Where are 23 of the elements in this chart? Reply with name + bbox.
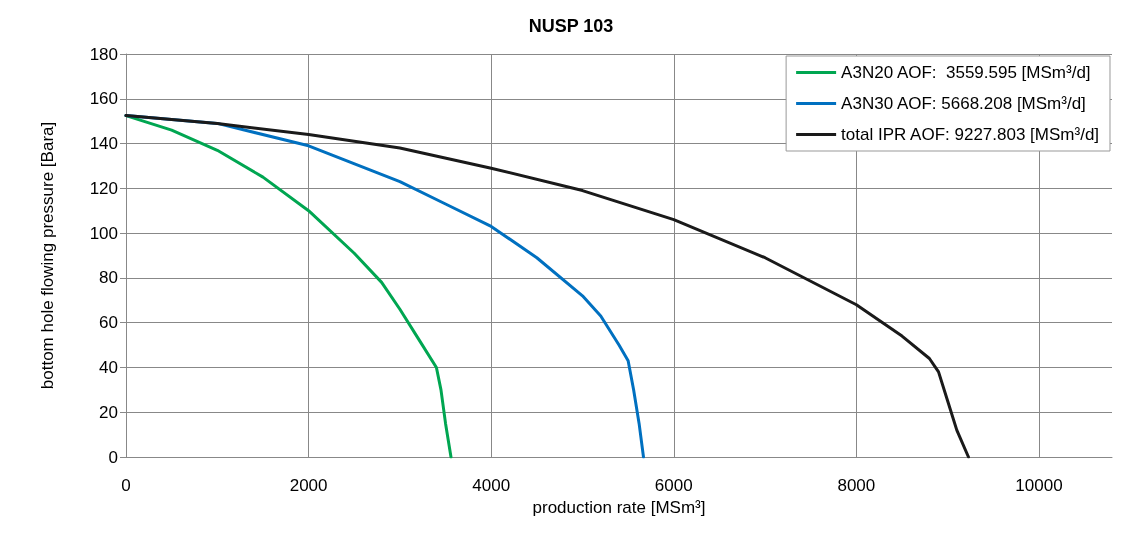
y-tick-label: 60: [99, 313, 118, 333]
chart-title: NUSP 103: [528, 16, 614, 36]
legend-label: A3N30 AOF: 5668.208 [MSm³/d]: [841, 94, 1086, 113]
x-tick-label: 2000: [289, 476, 328, 495]
legend-label: total IPR AOF: 9227.803 [MSm³/d]: [841, 125, 1100, 144]
x-tick-label: 8000: [837, 476, 876, 495]
x-tick-label: 4000: [472, 476, 511, 495]
x-tick-label: 6000: [654, 476, 693, 495]
x-tick-label: 0: [121, 476, 131, 495]
x-tick-label: 10000: [1015, 476, 1063, 495]
y-tick-label: 140: [89, 134, 118, 154]
y-tick-label: 20: [99, 402, 118, 422]
legend-label: A3N20 AOF: 3559.595 [MSm³/d]: [841, 63, 1091, 82]
y-tick-label: 120: [89, 178, 118, 198]
x-axis-title: production rate [MSm³]: [532, 498, 706, 517]
y-tick-label: 40: [99, 357, 118, 377]
line-series: [124, 114, 453, 459]
y-tick-label: 80: [99, 268, 118, 288]
y-tick-label: 100: [89, 223, 118, 243]
y-tick-label: 160: [89, 89, 118, 109]
y-tick-label: 180: [89, 44, 118, 64]
y-axis-title: bottom hole flowing pressure [Bara]: [38, 121, 57, 390]
y-tick-label: 0: [108, 447, 118, 467]
